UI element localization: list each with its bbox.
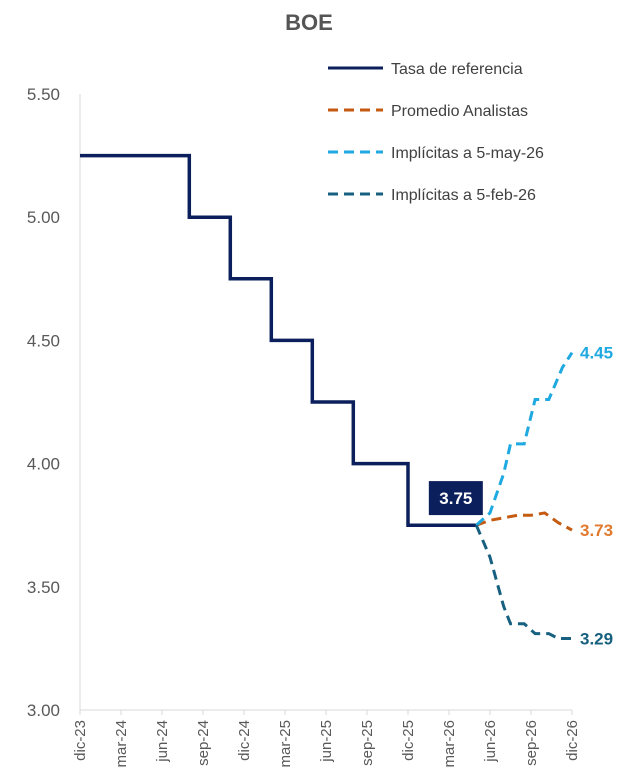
x-tick-label-1: mar-24 <box>113 720 130 768</box>
legend-label-2: Implícitas a 5-may-26 <box>391 145 544 162</box>
x-tick-label-3: sep-24 <box>195 720 212 766</box>
legend-label-1: Promedio Analistas <box>391 103 528 120</box>
end-label-2: 3.73 <box>580 521 613 540</box>
x-tick-label-10: jun-26 <box>482 720 499 763</box>
series-line-0 <box>80 153 477 527</box>
x-tick-label-5: mar-25 <box>277 720 294 768</box>
y-tick-label-1: 3.50 <box>27 578 60 597</box>
x-tick-label-6: jun-25 <box>318 720 335 763</box>
x-tick-label-9: mar-26 <box>441 720 458 768</box>
x-tick-label-7: sep-25 <box>359 720 376 766</box>
legend-label-3: Implícitas a 5-feb-26 <box>391 187 536 204</box>
y-tick-label-2: 4.00 <box>27 455 60 474</box>
x-tick-label-2: jun-24 <box>154 720 171 763</box>
series-line-2 <box>475 351 574 527</box>
legend-label-0: Tasa de referencia <box>391 61 523 78</box>
y-tick-label-0: 3.00 <box>27 701 60 720</box>
series-line-1 <box>475 511 573 532</box>
end-label-3: 3.29 <box>580 630 613 649</box>
callout-box <box>428 481 483 516</box>
x-tick-label-4: dic-24 <box>236 720 253 761</box>
y-tick-label-4: 5.00 <box>27 208 60 227</box>
legend: Tasa de referencia Promedio Analistas Impl… <box>328 61 544 204</box>
plot-area: 3.00 3.50 4.00 4.50 5.00 5.50 dic-23 mar-24 jun-… <box>27 85 613 768</box>
x-tick-label-12: dic-26 <box>564 720 581 761</box>
series-line-3 <box>474 524 572 640</box>
callout-label: 3.75 <box>439 489 472 508</box>
x-tick-label-11: sep-26 <box>523 720 540 766</box>
end-label-1: 4.45 <box>580 344 613 363</box>
chart-title: BOE <box>285 10 333 35</box>
x-tick-label-8: dic-25 <box>400 720 417 761</box>
x-tick-label-0: dic-23 <box>72 720 89 761</box>
y-tick-label-3: 4.50 <box>27 331 60 350</box>
y-tick-label-5: 5.50 <box>27 85 60 104</box>
